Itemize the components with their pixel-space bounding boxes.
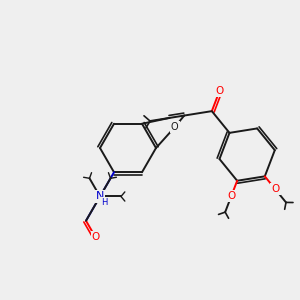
Text: O: O [271,184,280,194]
Text: H: H [101,198,107,207]
Text: N: N [96,191,104,202]
Text: O: O [215,85,224,95]
Text: O: O [92,232,100,242]
Text: O: O [171,122,178,132]
Text: O: O [227,191,235,201]
